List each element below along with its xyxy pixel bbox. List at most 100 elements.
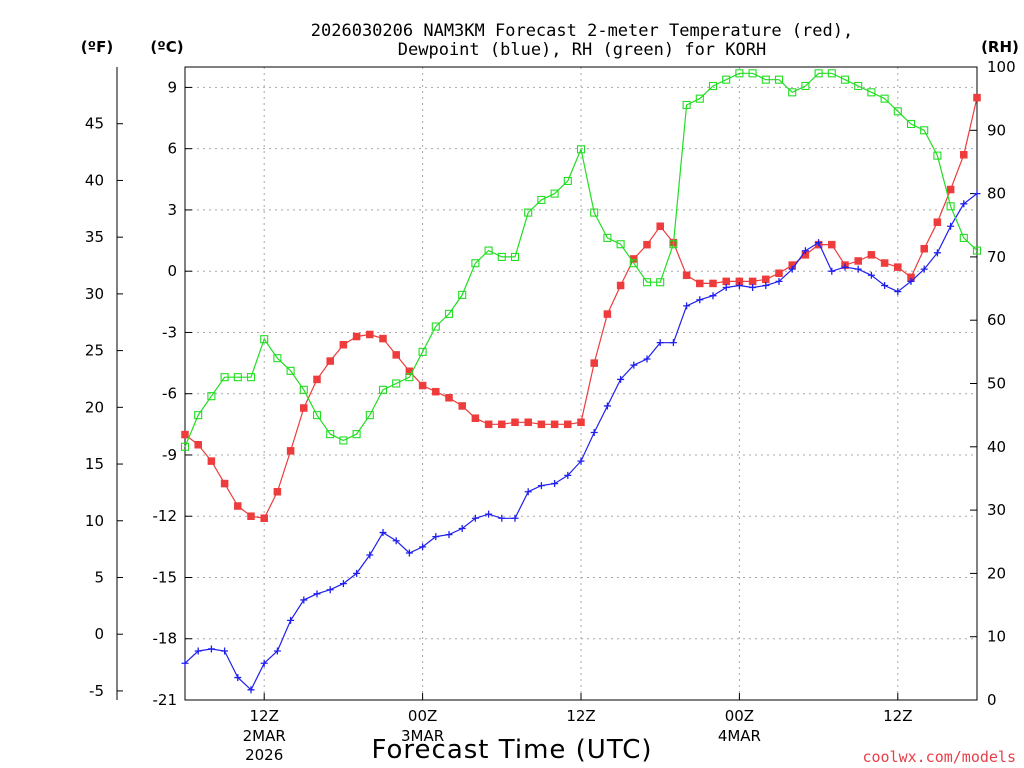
celsius-tick-label: -18 <box>153 630 178 648</box>
rh-point <box>708 81 718 91</box>
rh-tick-label: 30 <box>987 501 1006 519</box>
rh-point <box>510 252 520 261</box>
dewpoint-point <box>749 284 757 292</box>
2-meter-temperature-point <box>709 279 717 288</box>
2-meter-temperature-point <box>603 310 612 318</box>
dewpoint-point <box>947 222 955 230</box>
chart-title-line-1: 2026030206 NAM3KM Forecast 2-meter Tempe… <box>311 21 853 41</box>
rh-point <box>933 151 942 160</box>
rh-point <box>867 88 876 97</box>
dewpoint-point <box>485 510 493 518</box>
dewpoint-point <box>788 265 796 273</box>
rh-point <box>774 75 784 84</box>
dewpoint-point <box>669 339 677 347</box>
2-meter-temperature-point <box>326 357 334 365</box>
rh-point <box>431 322 440 331</box>
2-meter-temperature-point <box>682 271 691 280</box>
dewpoint-point <box>907 277 915 285</box>
dewpoint-point <box>735 281 743 289</box>
rh-point <box>180 442 190 451</box>
rh-point <box>524 208 533 217</box>
rh-point <box>246 373 256 382</box>
celsius-tick-label: -21 <box>153 691 178 709</box>
2-meter-temperature-point <box>616 281 625 290</box>
rh-point <box>616 240 625 249</box>
dewpoint-point <box>933 249 941 257</box>
dewpoint-point <box>379 529 387 537</box>
rh-tick-label: 40 <box>987 438 1006 456</box>
2-meter-temperature-point <box>286 447 295 455</box>
2-meter-temperature-point <box>207 457 216 465</box>
rh-line <box>184 72 978 448</box>
dewpoint-point <box>590 429 598 437</box>
2-meter-temperature-point <box>933 218 942 226</box>
dewpoint-point <box>920 265 928 273</box>
rh-point <box>365 411 374 420</box>
2-meter-temperature-point <box>643 240 651 249</box>
celsius-tick-label: 3 <box>167 201 177 219</box>
2-meter-temperature-point <box>247 512 255 520</box>
dewpoint-point <box>564 471 572 479</box>
dewpoint-point <box>300 596 308 604</box>
2-meter-temperature-point <box>511 418 519 427</box>
rh-point <box>286 366 295 375</box>
dewpoint-point <box>537 482 545 490</box>
dewpoint-point <box>960 200 968 208</box>
rh-point <box>669 240 678 249</box>
dewpoint-point <box>881 281 889 289</box>
2-meter-temperature-point <box>960 151 968 159</box>
2-meter-temperature-point <box>946 185 955 194</box>
axes: 9630-3-6-9-12-15-18-21454035302520151050… <box>85 58 1016 764</box>
rh-tick-label: 70 <box>987 248 1006 266</box>
2-meter-temperature-point <box>828 240 836 249</box>
gridlines <box>185 67 977 701</box>
rh-point <box>946 202 955 211</box>
dewpoint-point <box>405 549 413 557</box>
2-meter-temperature-point <box>524 418 532 427</box>
celsius-tick-label: -9 <box>162 446 177 464</box>
rh-point <box>537 195 546 204</box>
rh-point <box>194 411 203 420</box>
rh-point <box>972 246 982 255</box>
rh-point <box>959 233 968 242</box>
2-meter-temperature-point <box>471 414 480 422</box>
rh-point <box>207 392 216 401</box>
2-meter-temperature-point <box>352 332 361 341</box>
2-meter-temperature-point <box>458 402 466 410</box>
2-meter-temperature-point <box>339 340 348 349</box>
dewpoint-point <box>551 480 559 488</box>
rh-point <box>405 373 414 382</box>
fahrenheit-tick-label: 30 <box>85 285 104 303</box>
dewpoint-point <box>815 239 823 247</box>
2-meter-temperature-point <box>181 430 189 439</box>
dewpoint-point <box>419 543 427 551</box>
rh-point <box>735 69 744 78</box>
dewpoint-point <box>603 402 611 410</box>
rh-point <box>220 373 229 382</box>
2-meter-temperature-point <box>973 93 981 102</box>
rh-tick-label: 10 <box>987 628 1006 646</box>
x-tick-date-label: 2MAR <box>243 727 286 745</box>
rh-point <box>326 430 335 439</box>
dewpoint-point <box>432 533 440 541</box>
rh-point <box>642 278 652 287</box>
dewpoint-point <box>894 288 902 296</box>
x-tick-label: 00Z <box>408 707 437 725</box>
rh-point <box>629 259 638 268</box>
rh-point <box>695 94 704 103</box>
dewpoint-point <box>841 263 849 271</box>
dewpoint-point <box>353 569 361 577</box>
rh-point <box>563 176 572 185</box>
rh-point <box>854 81 863 91</box>
rh-point <box>761 75 770 84</box>
rh-point <box>233 373 242 382</box>
dewpoint-point <box>498 514 506 522</box>
rh-point <box>880 94 889 103</box>
rh-point <box>603 233 612 242</box>
dewpoint-point <box>181 659 189 667</box>
rh-point <box>748 69 757 78</box>
dewpoint-point <box>313 590 321 598</box>
rh-point <box>920 126 929 135</box>
2-meter-temperature-point <box>498 420 506 429</box>
celsius-tick-label: 9 <box>167 78 177 96</box>
